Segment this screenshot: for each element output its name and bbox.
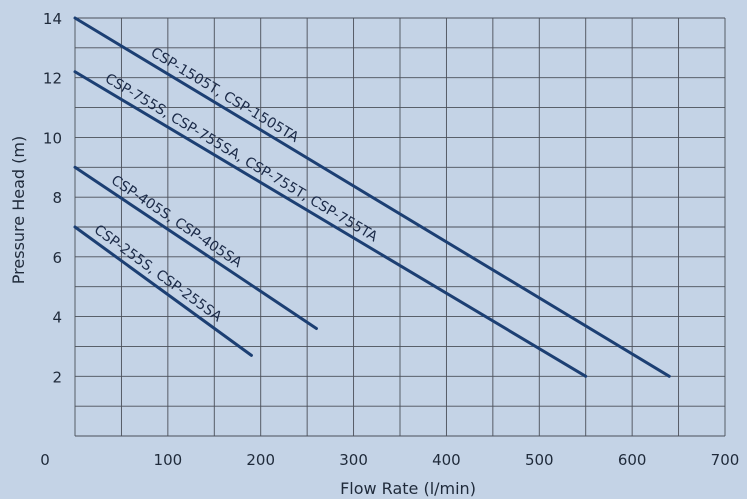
y-tick-label: 4 <box>52 309 62 327</box>
y-tick-label: 10 <box>43 129 62 147</box>
x-tick-label: 200 <box>246 451 275 469</box>
y-tick-label: 12 <box>43 70 62 88</box>
y-tick-label: 2 <box>52 368 62 386</box>
y-tick-label: 8 <box>52 189 62 207</box>
series-line <box>73 225 253 357</box>
series-lines <box>73 16 671 378</box>
x-tick-label: 300 <box>339 451 368 469</box>
x-tick-label: 500 <box>525 451 554 469</box>
grid <box>74 17 726 437</box>
x-tick-label: 700 <box>711 451 740 469</box>
x-tick-label: 0 <box>40 451 50 469</box>
x-tick-label: 100 <box>154 451 183 469</box>
x-axis-title: Flow Rate (l/min) <box>340 479 476 498</box>
x-tick-label: 400 <box>432 451 461 469</box>
y-tick-label: 6 <box>52 249 62 267</box>
series-line <box>73 16 671 378</box>
y-tick-label: 14 <box>43 10 62 28</box>
series-line <box>73 165 318 331</box>
series-line <box>73 70 588 378</box>
series-label: CSP-1505T, CSP-1505TA <box>148 45 302 146</box>
y-axis-title: Pressure Head (m) <box>9 136 28 284</box>
tick-labels: 0 100 200 300 400 500 600 700 2 4 6 8 10 12 14 <box>40 10 739 469</box>
x-tick-label: 600 <box>618 451 647 469</box>
